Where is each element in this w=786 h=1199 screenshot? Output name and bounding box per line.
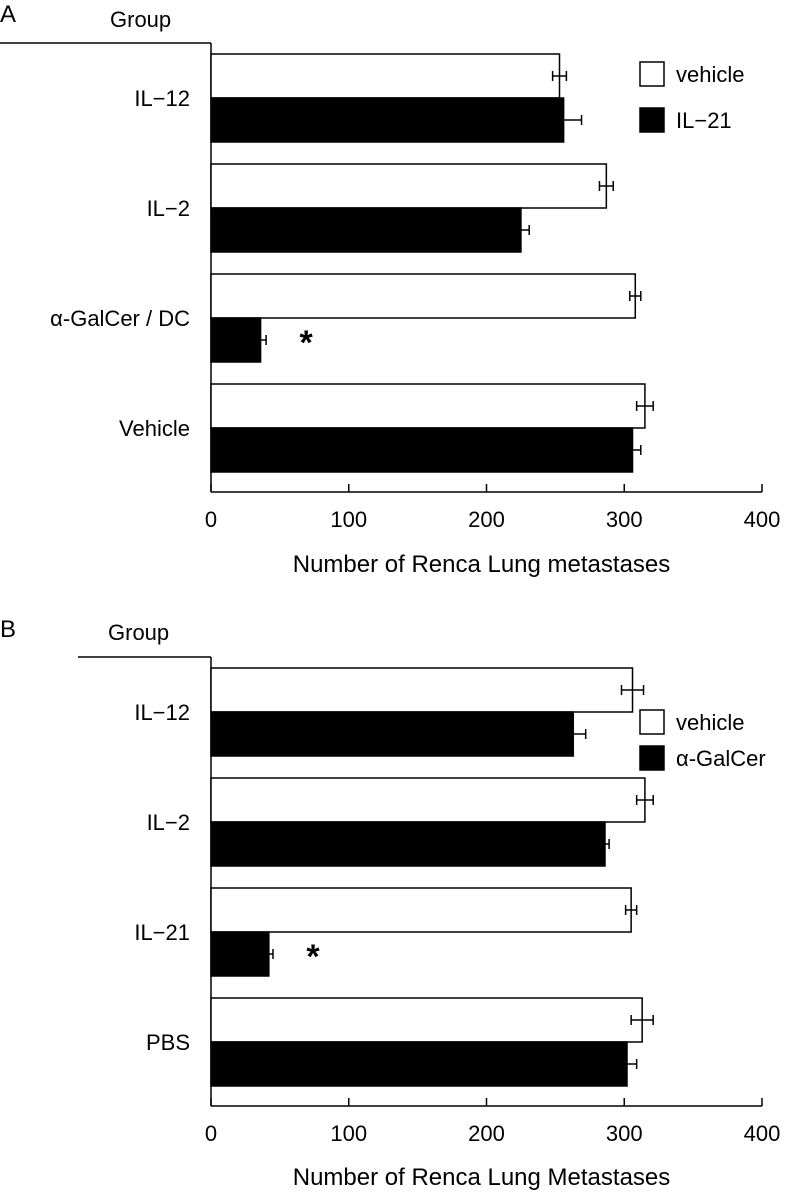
bar — [210, 667, 634, 713]
x-tick-label: 200 — [468, 507, 505, 532]
legend-swatch — [639, 745, 665, 771]
bar — [210, 777, 646, 823]
category-label: Vehicle — [119, 416, 190, 441]
bar — [210, 97, 565, 143]
legend-label: α-GalCer — [676, 746, 766, 771]
legend-label: vehicle — [676, 62, 744, 87]
x-tick-label: 0 — [205, 507, 217, 532]
category-label: IL−12 — [134, 700, 190, 725]
bar — [210, 887, 632, 933]
bar — [210, 53, 561, 99]
category-label: IL−2 — [147, 196, 190, 221]
bar — [210, 931, 270, 977]
x-tick-label: 400 — [744, 1121, 781, 1146]
x-tick-label: 200 — [468, 1121, 505, 1146]
bar — [210, 163, 608, 209]
legend-swatch — [639, 107, 665, 133]
category-label: IL−12 — [134, 86, 190, 111]
x-tick-label: 300 — [606, 1121, 643, 1146]
x-axis-title: Number of Renca Lung Metastases — [293, 1164, 671, 1191]
category-label: IL−2 — [147, 810, 190, 835]
panel-letter: B — [0, 616, 16, 643]
panel-b: B Group 0 100 200 300 400 Number of Renca Lung … — [0, 616, 780, 1191]
significance-mark: * — [299, 324, 313, 362]
bar — [210, 317, 262, 363]
bar — [210, 1041, 628, 1087]
category-label: IL−21 — [134, 920, 190, 945]
x-tick-label: 100 — [330, 1121, 367, 1146]
bar — [210, 427, 634, 473]
legend-label: IL−21 — [676, 108, 732, 133]
bar — [210, 997, 643, 1043]
bar — [210, 711, 575, 757]
significance-mark: * — [306, 938, 320, 976]
x-tick-label: 300 — [606, 507, 643, 532]
bar — [210, 383, 646, 429]
group-header: Group — [108, 620, 169, 645]
group-header: Group — [110, 7, 171, 32]
bar — [210, 821, 606, 867]
bar — [210, 273, 637, 319]
category-label: PBS — [146, 1030, 190, 1055]
x-tick-label: 400 — [744, 507, 781, 532]
x-axis-title: Number of Renca Lung metastases — [293, 551, 671, 578]
panel-letter: A — [0, 1, 16, 28]
x-tick-label: 100 — [330, 507, 367, 532]
x-tick-label: 0 — [205, 1121, 217, 1146]
legend-swatch — [639, 709, 665, 735]
category-label: α-GalCer / DC — [50, 306, 190, 331]
legend-swatch — [639, 61, 665, 87]
legend-label: vehicle — [676, 710, 744, 735]
bar — [210, 207, 522, 253]
panel-a: A Group 0 100 200 300 400 Number of Renca Lung … — [0, 1, 780, 578]
